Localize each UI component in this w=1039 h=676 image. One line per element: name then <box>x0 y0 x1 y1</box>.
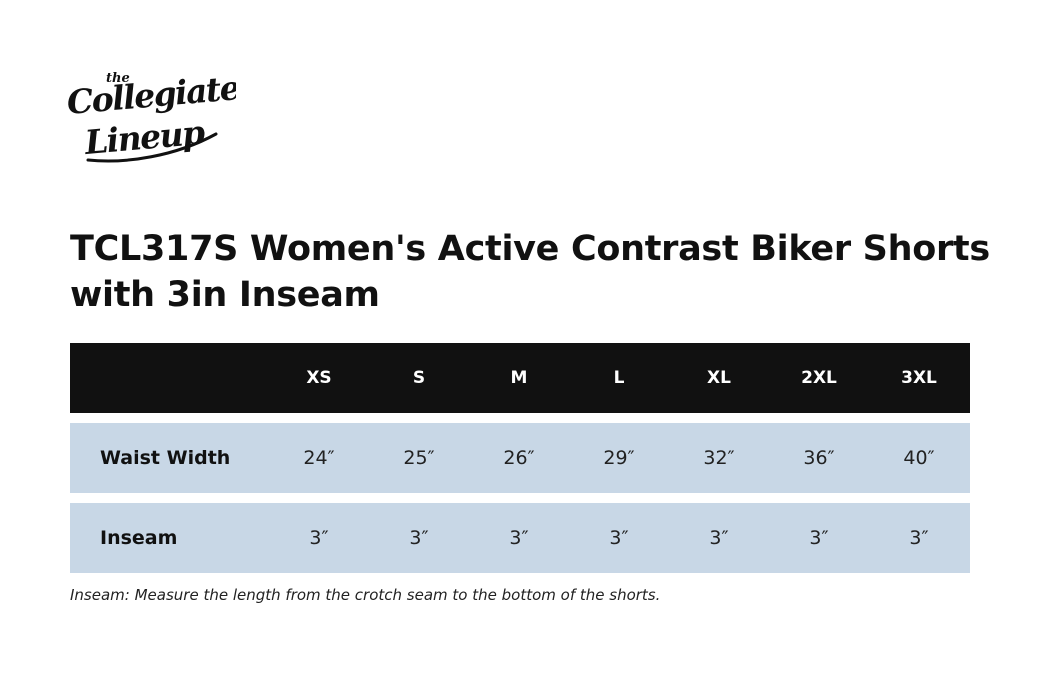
inseam-m: 3″ <box>509 527 529 549</box>
waist-width-s: 25″ <box>403 447 435 469</box>
inseam-l: 3″ <box>609 527 629 549</box>
size-chart-table: XS S M L XL 2XL 3XL Waist Width 24″ 25″ … <box>70 343 970 573</box>
size-header-3xl: 3XL <box>901 368 937 388</box>
size-header-l: L <box>613 368 625 388</box>
size-header-m: M <box>510 368 528 388</box>
waist-width-m: 26″ <box>503 447 535 469</box>
size-header-s: S <box>412 368 426 388</box>
table-row-inseam: Inseam 3″ 3″ 3″ 3″ 3″ 3″ 3″ <box>70 503 970 573</box>
waist-width-xs: 24″ <box>303 447 335 469</box>
logo-text-line2: Lineup <box>82 113 206 162</box>
size-header-xl: XL <box>707 368 731 388</box>
table-row-waist-width: Waist Width 24″ 25″ 26″ 29″ 32″ 36″ 40″ <box>70 423 970 493</box>
waist-width-xl: 32″ <box>703 447 735 469</box>
size-header-xs: XS <box>306 368 332 388</box>
size-header-2xl: 2XL <box>801 368 837 388</box>
measurement-note: Inseam: Measure the length from the crot… <box>70 586 661 604</box>
waist-width-2xl: 36″ <box>803 447 835 469</box>
brand-logo: the Collegiate Lineup <box>66 64 236 168</box>
brand-logo-mark: the Collegiate Lineup <box>66 68 236 163</box>
page-title: TCL317S Women's Active Contrast Biker Sh… <box>70 229 990 315</box>
waist-width-3xl: 40″ <box>903 447 935 469</box>
row-label-inseam: Inseam <box>100 527 178 549</box>
logo-text-line1: Collegiate <box>66 68 236 122</box>
inseam-xs: 3″ <box>309 527 329 549</box>
inseam-2xl: 3″ <box>809 527 829 549</box>
inseam-s: 3″ <box>409 527 429 549</box>
waist-width-l: 29″ <box>603 447 635 469</box>
inseam-xl: 3″ <box>709 527 729 549</box>
logo-swash <box>86 132 218 163</box>
logo-text-small: the <box>106 71 130 86</box>
row-label-waist-width: Waist Width <box>100 447 231 469</box>
table-header-row: XS S M L XL 2XL 3XL <box>70 343 970 413</box>
inseam-3xl: 3″ <box>909 527 929 549</box>
